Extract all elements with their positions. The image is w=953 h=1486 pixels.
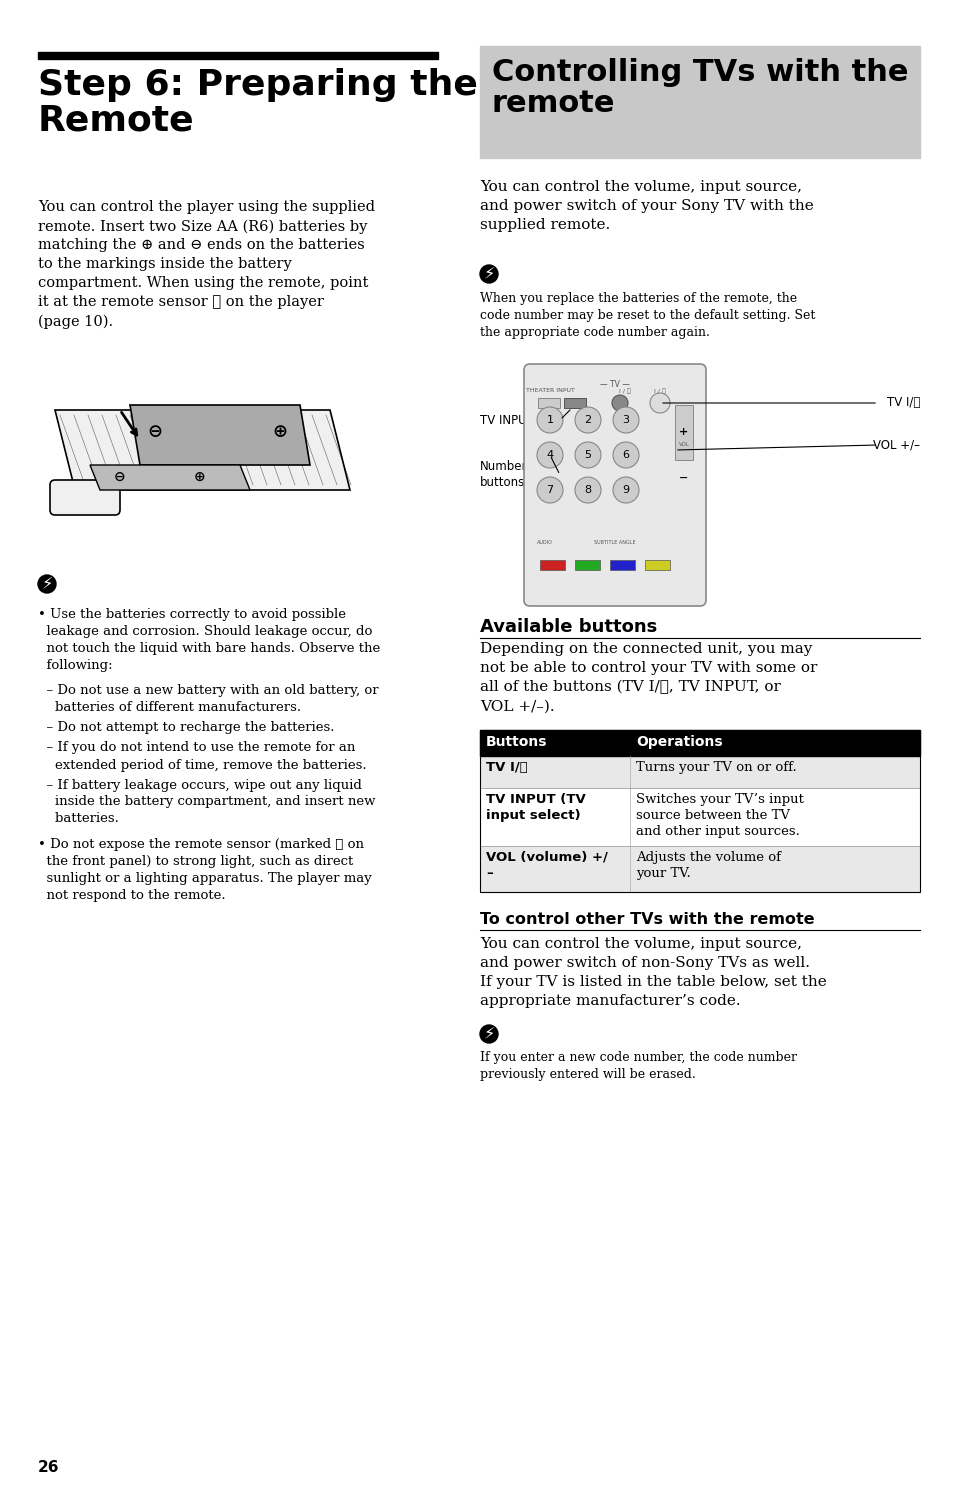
Text: Number
buttons: Number buttons xyxy=(479,461,527,489)
Bar xyxy=(479,756,919,788)
Bar xyxy=(479,46,919,158)
Bar xyxy=(609,560,635,571)
Circle shape xyxy=(575,477,600,502)
Text: 9: 9 xyxy=(621,484,629,495)
Text: TV Ⅰ/⏻: TV Ⅰ/⏻ xyxy=(885,397,919,410)
Text: −: − xyxy=(679,473,688,483)
Text: TV INPUT: TV INPUT xyxy=(479,413,534,426)
Text: ⊖: ⊖ xyxy=(114,470,126,484)
Polygon shape xyxy=(130,406,310,465)
Text: TV INPUT (TV
input select): TV INPUT (TV input select) xyxy=(485,794,585,822)
Text: • Do not expose the remote sensor (marked Ⓡ on
  the front panel) to strong ligh: • Do not expose the remote sensor (marke… xyxy=(38,838,372,902)
Bar xyxy=(675,406,692,461)
Circle shape xyxy=(613,407,639,432)
Text: Turns your TV on or off.: Turns your TV on or off. xyxy=(636,761,796,774)
Circle shape xyxy=(479,1025,497,1043)
Text: 4: 4 xyxy=(546,450,553,461)
Circle shape xyxy=(575,407,600,432)
Text: 26: 26 xyxy=(38,1461,59,1476)
Text: – If battery leakage occurs, wipe out any liquid
    inside the battery compartm: – If battery leakage occurs, wipe out an… xyxy=(38,779,375,826)
Text: +: + xyxy=(679,426,688,437)
Bar xyxy=(537,398,559,409)
Text: — TV —: — TV — xyxy=(599,380,629,389)
Text: Adjusts the volume of
your TV.: Adjusts the volume of your TV. xyxy=(636,851,781,880)
Text: Switches your TV’s input
source between the TV
and other input sources.: Switches your TV’s input source between … xyxy=(636,794,803,838)
Text: Operations: Operations xyxy=(636,736,721,749)
Text: If you enter a new code number, the code number
previously entered will be erase: If you enter a new code number, the code… xyxy=(479,1051,796,1080)
Text: THEATER INPUT: THEATER INPUT xyxy=(525,388,574,392)
Circle shape xyxy=(613,441,639,468)
Bar xyxy=(575,560,599,571)
Text: Available buttons: Available buttons xyxy=(479,618,657,636)
Bar xyxy=(539,560,564,571)
Text: 1: 1 xyxy=(546,415,553,425)
Text: You can control the volume, input source,
and power switch of non-Sony TVs as we: You can control the volume, input source… xyxy=(479,938,826,1008)
Text: ⊕: ⊕ xyxy=(194,470,206,484)
Text: 7: 7 xyxy=(546,484,553,495)
Text: ⚡: ⚡ xyxy=(483,266,495,281)
Text: TV Ⅰ/⏻: TV Ⅰ/⏻ xyxy=(485,761,527,774)
Text: ⊖: ⊖ xyxy=(148,424,162,441)
Text: VOL (volume) +/
–: VOL (volume) +/ – xyxy=(485,851,607,880)
Bar xyxy=(38,52,437,59)
FancyBboxPatch shape xyxy=(523,364,705,606)
Circle shape xyxy=(575,441,600,468)
Text: Step 6: Preparing the
Remote: Step 6: Preparing the Remote xyxy=(38,68,477,137)
Text: • Use the batteries correctly to avoid possible
  leakage and corrosion. Should : • Use the batteries correctly to avoid p… xyxy=(38,608,380,672)
Circle shape xyxy=(612,395,627,412)
Bar xyxy=(644,560,669,571)
Polygon shape xyxy=(90,465,250,490)
Text: Depending on the connected unit, you may
not be able to control your TV with som: Depending on the connected unit, you may… xyxy=(479,642,817,713)
Text: ⚡: ⚡ xyxy=(483,1027,495,1042)
Circle shape xyxy=(479,265,497,282)
Text: You can control the volume, input source,
and power switch of your Sony TV with : You can control the volume, input source… xyxy=(479,180,813,232)
Text: 6: 6 xyxy=(622,450,629,461)
Text: VOL: VOL xyxy=(678,443,689,447)
Text: You can control the player using the supplied
remote. Insert two Size AA (R6) ba: You can control the player using the sup… xyxy=(38,201,375,328)
Text: – Do not use a new battery with an old battery, or
    batteries of different ma: – Do not use a new battery with an old b… xyxy=(38,684,378,713)
Text: When you replace the batteries of the remote, the
code number may be reset to th: When you replace the batteries of the re… xyxy=(479,293,815,339)
Text: 8: 8 xyxy=(584,484,591,495)
Circle shape xyxy=(38,575,56,593)
Bar xyxy=(479,846,919,892)
Text: – If you do not intend to use the remote for an
    extended period of time, rem: – If you do not intend to use the remote… xyxy=(38,742,366,771)
Text: SUBTITLE ANGLE: SUBTITLE ANGLE xyxy=(594,539,635,545)
Circle shape xyxy=(649,392,669,413)
Text: I / ⏻: I / ⏻ xyxy=(654,388,665,394)
Bar xyxy=(563,398,585,409)
Text: Buttons: Buttons xyxy=(485,736,547,749)
Text: ⚡: ⚡ xyxy=(41,577,52,591)
Text: To control other TVs with the remote: To control other TVs with the remote xyxy=(479,912,814,927)
Bar xyxy=(479,788,919,846)
Circle shape xyxy=(537,407,562,432)
FancyBboxPatch shape xyxy=(50,480,120,516)
Text: 2: 2 xyxy=(584,415,591,425)
Circle shape xyxy=(537,441,562,468)
Text: ⊕: ⊕ xyxy=(273,424,287,441)
Text: 5: 5 xyxy=(584,450,591,461)
Text: I / ⏻: I / ⏻ xyxy=(618,388,630,394)
Text: VOL +/–: VOL +/– xyxy=(872,438,919,452)
Text: – Do not attempt to recharge the batteries.: – Do not attempt to recharge the batteri… xyxy=(38,721,335,734)
Circle shape xyxy=(537,477,562,502)
Text: 3: 3 xyxy=(622,415,629,425)
Text: Controlling TVs with the
remote: Controlling TVs with the remote xyxy=(492,58,907,119)
Text: AUDIO: AUDIO xyxy=(537,539,553,545)
Bar xyxy=(479,730,919,756)
Circle shape xyxy=(613,477,639,502)
Bar xyxy=(479,730,919,892)
Polygon shape xyxy=(55,410,350,490)
